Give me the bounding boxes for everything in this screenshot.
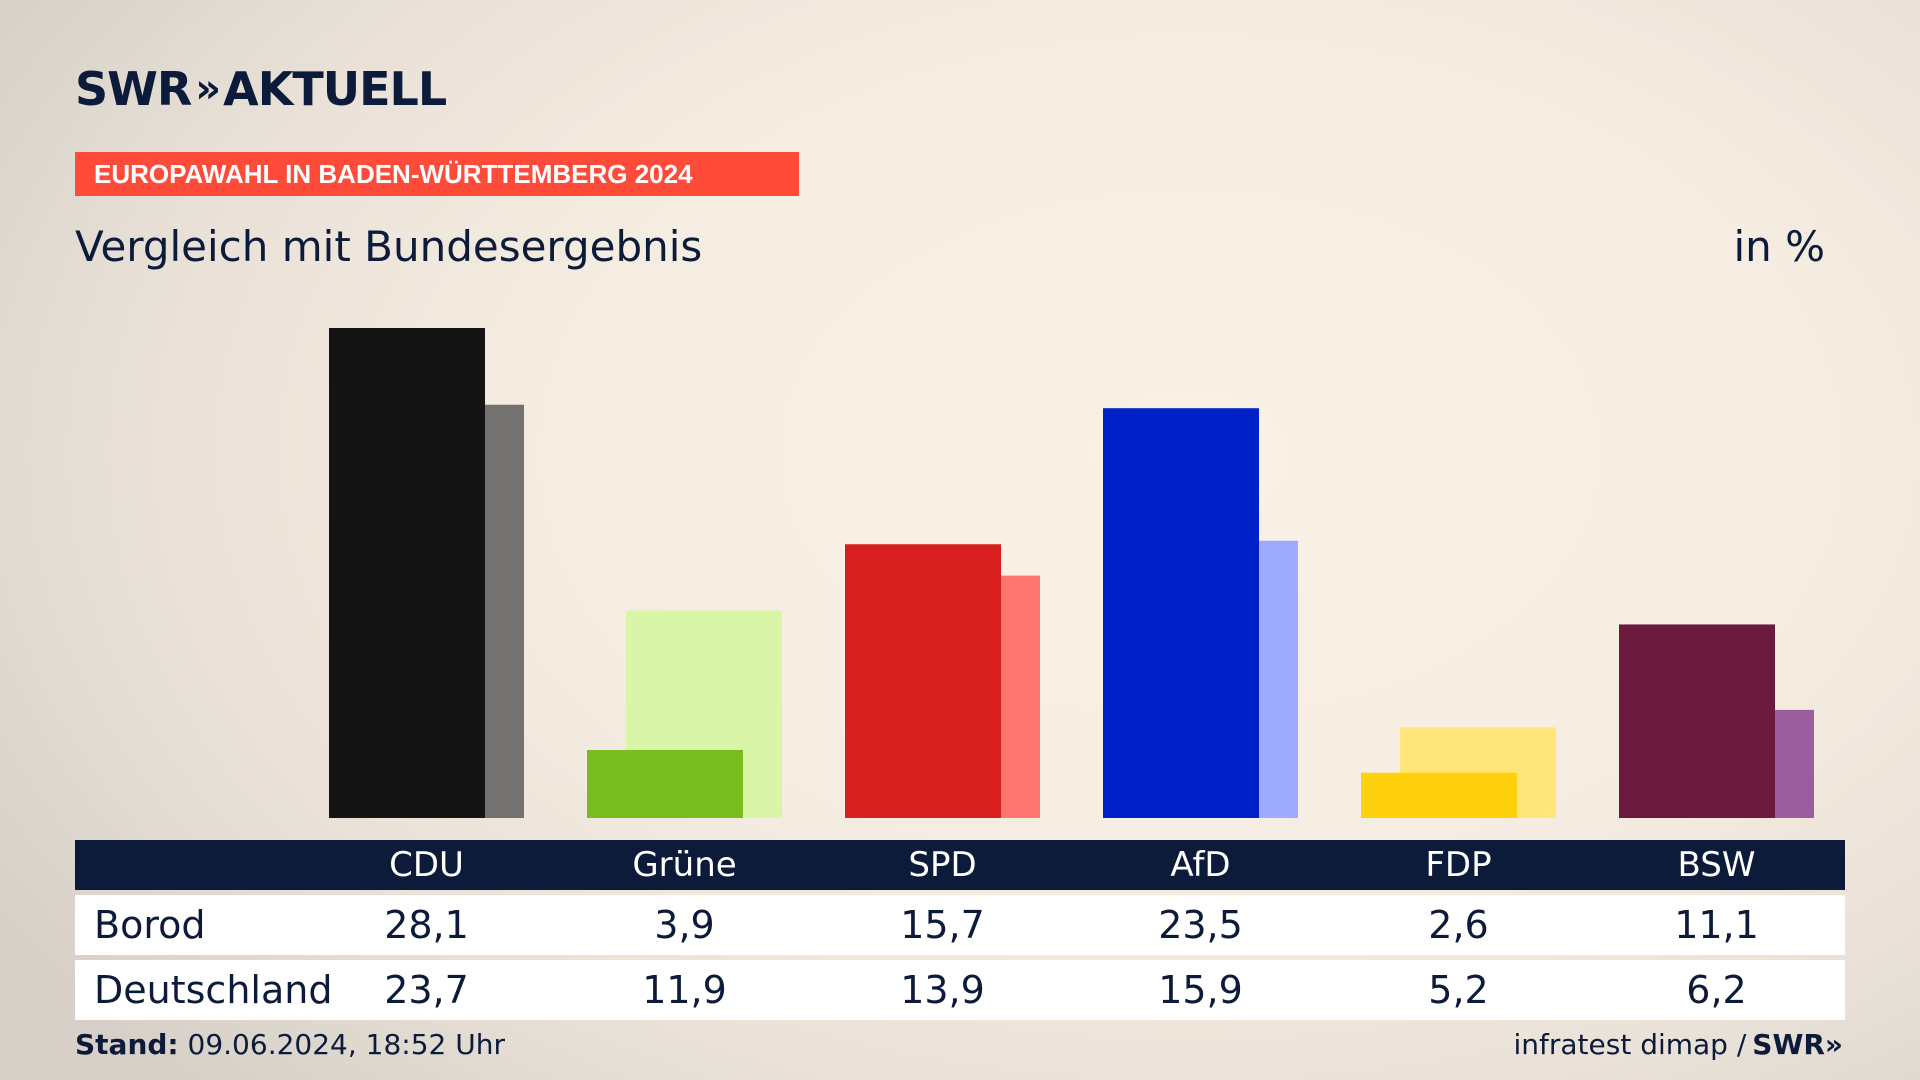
table-row: Borod 28,1 3,9 15,7 23,5 2,6 11,1 <box>75 895 1845 955</box>
table-cell: 11,1 <box>1674 903 1759 947</box>
column-header: CDU <box>389 845 464 885</box>
row-label: Borod <box>94 903 206 947</box>
bar-cdu-borod <box>329 328 485 818</box>
table-header: CDU Grüne SPD AfD FDP BSW <box>75 840 1845 890</box>
chart-subtitle: Vergleich mit Bundesergebnis <box>75 222 703 271</box>
swr-logo-small: SWR» <box>1752 1028 1843 1061</box>
swr-aktuell-logo: SWR » AKTUELL <box>75 62 447 116</box>
column-header: FDP <box>1425 845 1492 885</box>
unit-label: in % <box>1733 222 1825 271</box>
source-credit: infratest dimap / SWR» <box>1513 1028 1843 1061</box>
bar-fdp-borod <box>1361 772 1517 818</box>
column-header: Grüne <box>632 845 737 885</box>
stand-label: Stand: <box>75 1028 179 1061</box>
logo-aktuell: AKTUELL <box>223 62 447 116</box>
table-row: Deutschland 23,7 11,9 13,9 15,9 5,2 6,2 <box>75 960 1845 1020</box>
column-header: BSW <box>1677 845 1756 885</box>
table-cell: 15,7 <box>900 903 985 947</box>
row-label: Deutschland <box>94 968 333 1012</box>
election-banner: EUROPAWAHL IN BADEN-WÜRTTEMBERG 2024 <box>75 152 799 196</box>
bar-spd-borod <box>845 544 1001 818</box>
table-cell: 15,9 <box>1158 968 1243 1012</box>
bar-chart <box>329 328 1814 818</box>
logo-swr: SWR <box>75 62 192 116</box>
results-table: CDU Grüne SPD AfD FDP BSW Borod 28,1 3,9 15,7 23… <box>75 840 1845 1020</box>
table-cell: 6,2 <box>1686 968 1747 1012</box>
table-cell: 13,9 <box>900 968 985 1012</box>
table-cell: 5,2 <box>1428 968 1489 1012</box>
table-cell: 23,7 <box>384 968 469 1012</box>
column-header: AfD <box>1170 845 1231 885</box>
table-cell: 11,9 <box>642 968 727 1012</box>
bar-afd-borod <box>1103 408 1259 818</box>
bar-bsw-borod <box>1619 624 1775 818</box>
table-cell: 23,5 <box>1158 903 1243 947</box>
table-cell: 28,1 <box>384 903 469 947</box>
column-header: SPD <box>908 845 977 885</box>
table-cell: 2,6 <box>1428 903 1489 947</box>
table-cell: 3,9 <box>654 903 715 947</box>
timestamp: Stand: 09.06.2024, 18:52 Uhr <box>75 1028 505 1061</box>
stand-value: 09.06.2024, 18:52 Uhr <box>187 1028 505 1061</box>
bar-gruene-borod <box>587 749 743 818</box>
source-text: infratest dimap / <box>1513 1028 1747 1061</box>
